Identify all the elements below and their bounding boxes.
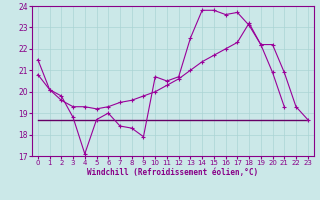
X-axis label: Windchill (Refroidissement éolien,°C): Windchill (Refroidissement éolien,°C) — [87, 168, 258, 177]
